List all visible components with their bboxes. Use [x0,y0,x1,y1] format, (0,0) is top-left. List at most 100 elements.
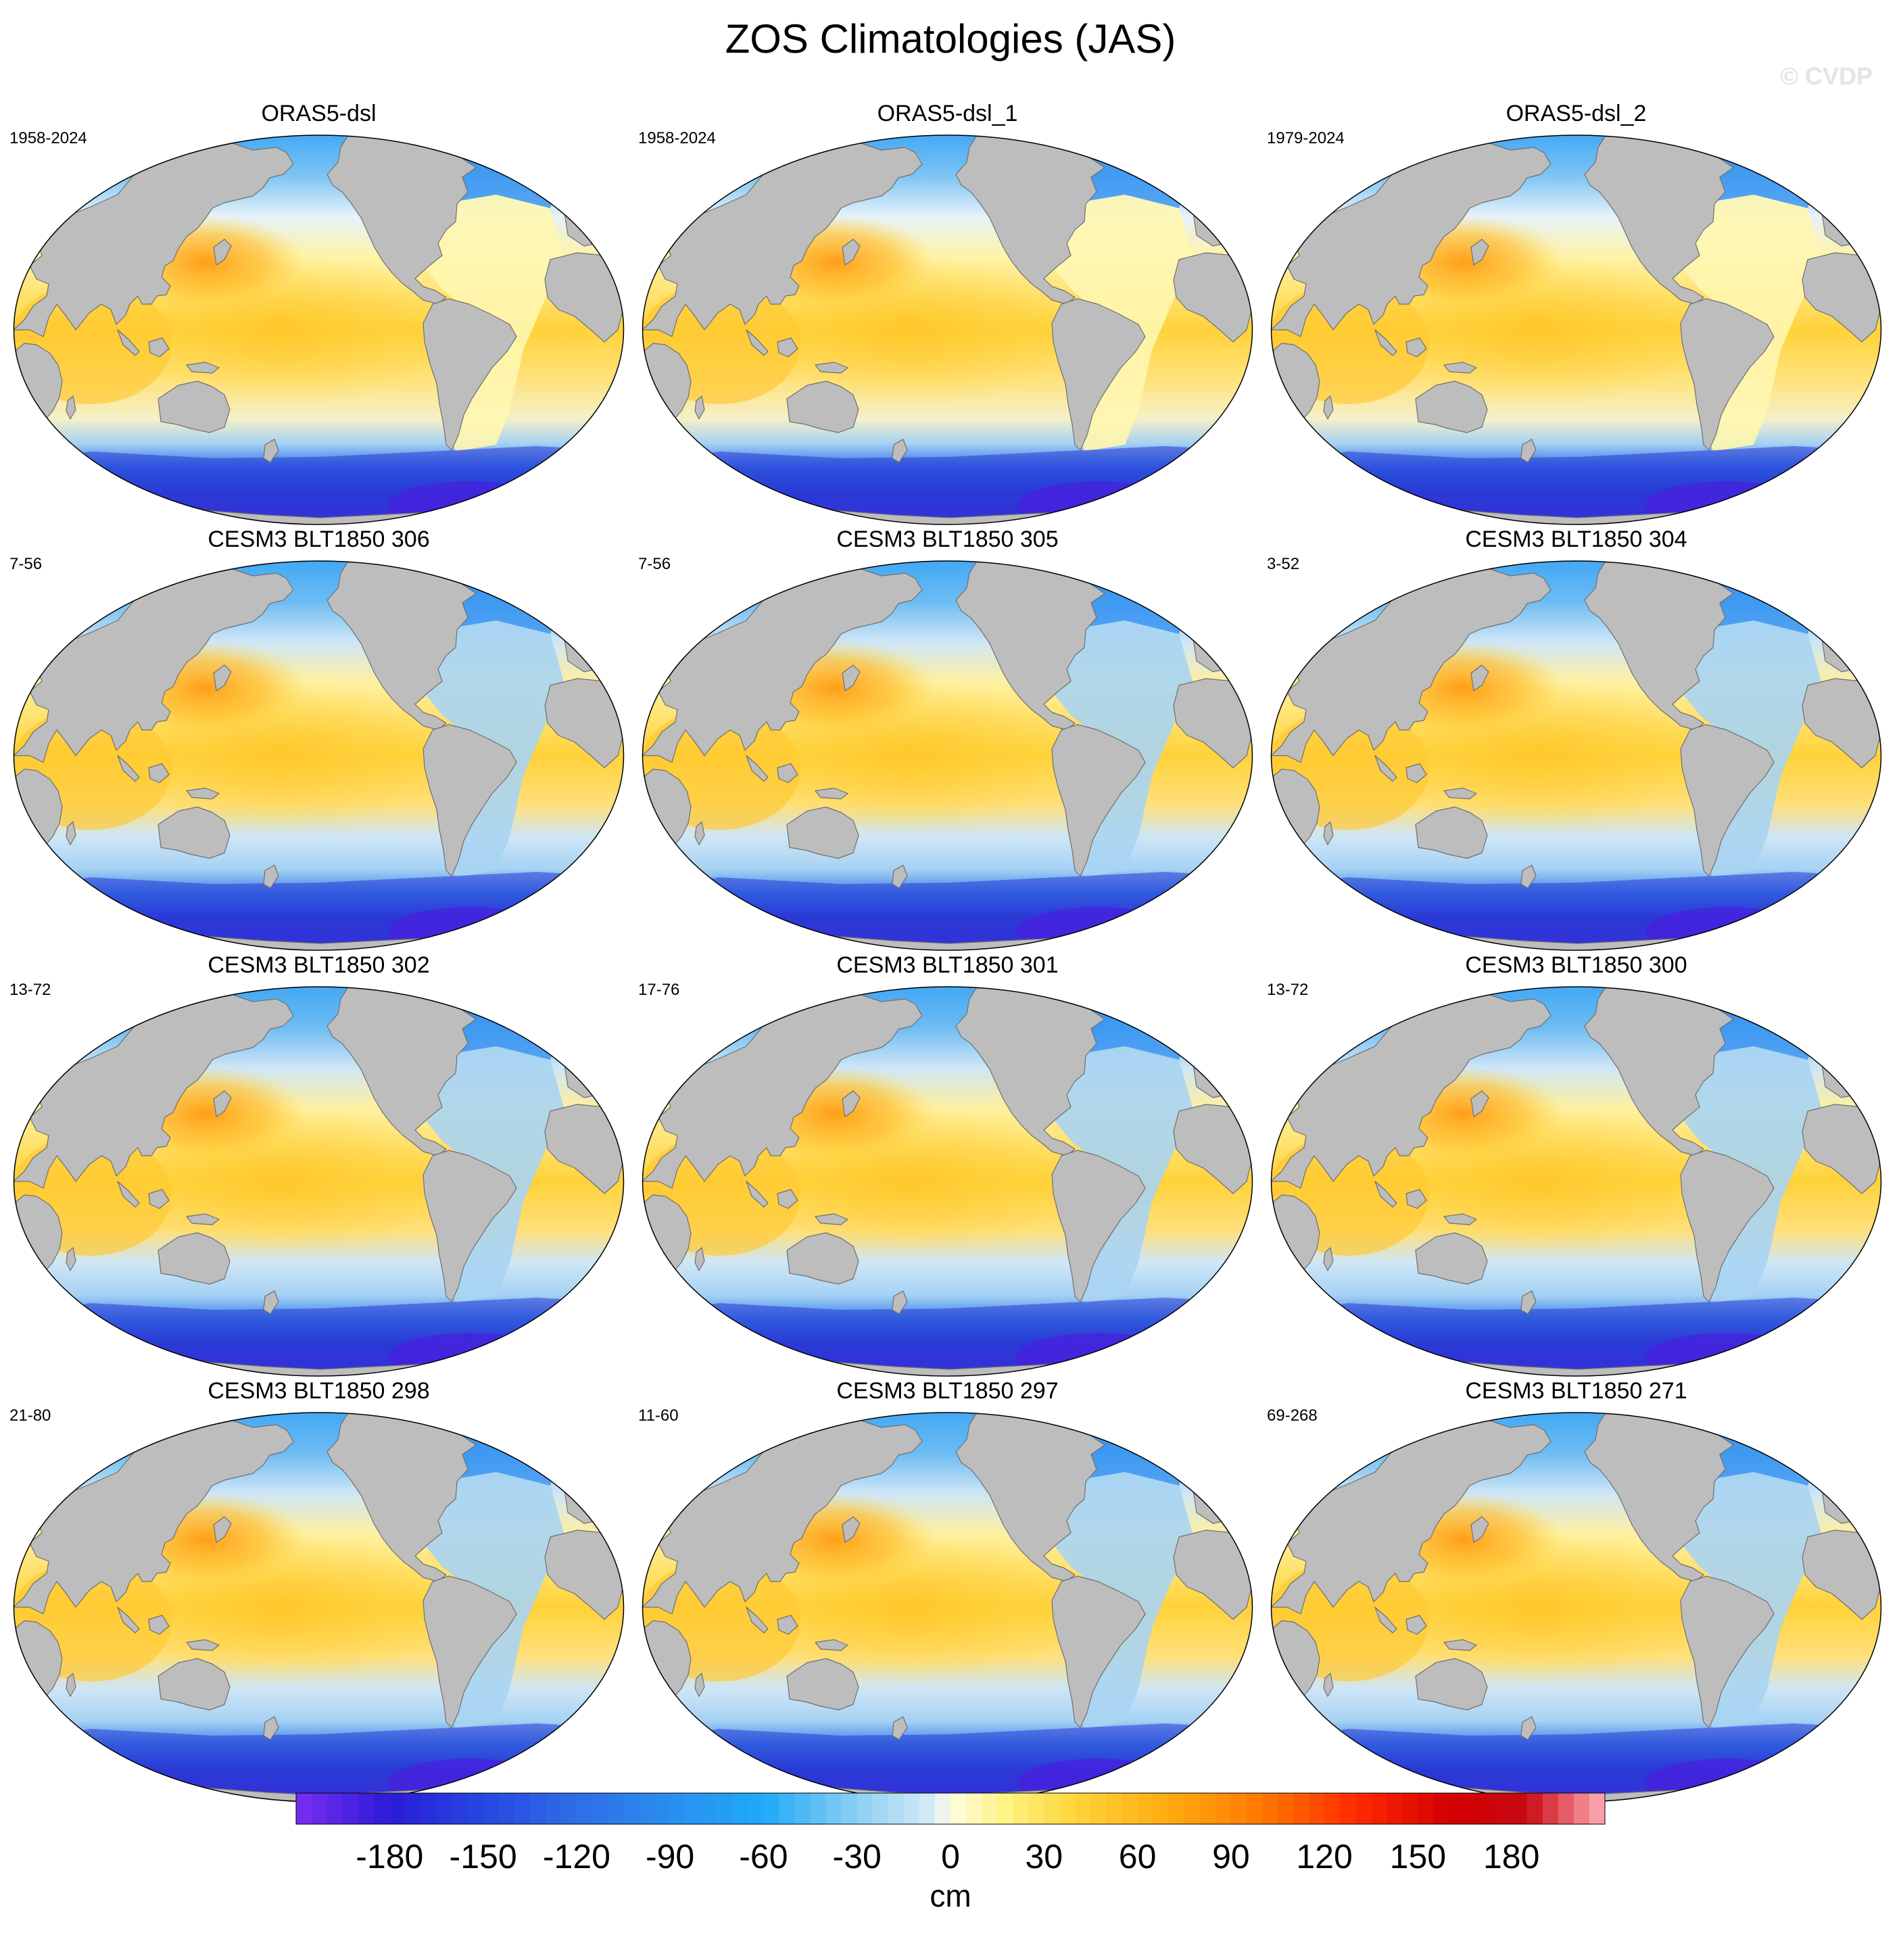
land-europe [1821,613,1879,672]
land-newguinea [186,787,220,800]
map-panel: CESM3 BLT1850 297 11-60 [638,1377,1257,1803]
panel-title: CESM3 BLT1850 300 [1465,952,1687,978]
panel-title: ORAS5-dsl_2 [1506,101,1647,126]
map-panel: ORAS5-dsl_2 1979-2024 [1267,100,1885,525]
land-southamerica [423,724,517,877]
colorbar-tick-label: 60 [1118,1838,1157,1876]
map-svg [642,986,1253,1377]
land-northamerica [327,560,477,731]
panel-years: 13-72 [1267,981,1309,999]
panel-years: 11-60 [638,1406,679,1425]
map-border [1270,986,1882,1377]
map-panel: CESM3 BLT1850 301 17-76 [638,952,1257,1377]
land-europe [563,187,622,247]
land-newguinea [1443,1213,1477,1225]
colorbar-tick-label: 120 [1296,1838,1353,1876]
map-panel: CESM3 BLT1850 306 7-56 [9,526,628,951]
land-northamerica [1584,1412,1734,1582]
land-australia [786,1658,859,1711]
map-svg [1270,134,1882,525]
land-southamerica [1680,1575,1775,1728]
antarctic-shelf-field [388,481,550,524]
land-madagascar [66,1247,76,1271]
land-southamerica [423,1150,517,1302]
land-japan [1470,1516,1489,1543]
land-europe [1821,1039,1879,1098]
land-madagascar [1323,821,1334,846]
land-newzealand [263,1716,279,1740]
map-svg [13,986,625,1377]
land-japan [213,1516,232,1543]
land-borneo [148,763,170,783]
land-newzealand [892,1716,908,1740]
land-borneo [777,1189,798,1209]
panel-years: 7-56 [9,555,43,573]
land-sumatra [117,329,140,356]
land-australia [786,381,859,433]
land-sumatra [1374,755,1397,782]
land-newguinea [815,787,848,800]
land-newguinea [186,362,220,374]
map-border [13,1412,625,1803]
land-madagascar [1323,395,1334,420]
land-newguinea [1443,1639,1477,1651]
land-sumatra [1374,329,1397,356]
map-svg [642,134,1253,525]
land-northamerica [955,986,1105,1156]
land-sumatra [746,755,769,782]
land-newzealand [263,439,279,463]
map-panel: CESM3 BLT1850 298 21-80 [9,1377,628,1803]
map-border [1270,1412,1882,1803]
panel-years: 69-268 [1267,1406,1318,1425]
land-northamerica [955,560,1105,731]
antarctic-shelf-field [1017,1759,1179,1802]
panel-years: 1958-2024 [638,129,716,147]
land-madagascar [694,821,705,846]
panel-title: ORAS5-dsl_1 [877,101,1018,126]
colorbar-tick-label: -120 [542,1838,610,1876]
land-sumatra [1374,1181,1397,1208]
map-svg [642,1412,1253,1803]
land-sumatra [746,1607,769,1634]
map-border [13,986,625,1377]
map-svg [13,560,625,951]
land-madagascar [66,1673,76,1697]
land-australia [1415,1658,1488,1711]
map-border [13,134,625,525]
land-australia [786,806,859,859]
land-madagascar [1323,1673,1334,1697]
land-japan [213,239,232,266]
land-europe [563,1039,622,1098]
land-northamerica [327,986,477,1156]
land-southamerica [1051,1575,1146,1728]
land-northamerica [327,134,477,305]
land-australia [1415,1232,1488,1285]
antarctic-shelf-field [1645,1333,1808,1376]
land-australia [158,381,231,433]
land-southamerica [423,298,517,451]
colorbar-tick-label: 30 [1025,1838,1063,1876]
figure-title: ZOS Climatologies (JAS) [725,16,1176,62]
land-japan [842,1090,861,1117]
watermark: © CVDP [1780,62,1873,90]
antarctic-shelf-field [388,907,550,950]
land-newzealand [892,439,908,463]
colorbar-tick-label: -30 [832,1838,882,1876]
map-panel: CESM3 BLT1850 304 3-52 [1267,526,1885,951]
land-japan [213,1090,232,1117]
land-japan [213,664,232,691]
land-newzealand [1520,1716,1537,1740]
panel-title: CESM3 BLT1850 271 [1465,1378,1687,1404]
land-borneo [777,337,798,358]
land-borneo [148,1615,170,1635]
land-borneo [1405,1189,1427,1209]
land-southamerica [1051,298,1146,451]
land-madagascar [66,821,76,846]
antarctic-shelf-field [1645,481,1808,524]
colorbar-tick-label: 90 [1212,1838,1250,1876]
land-southamerica [423,1575,517,1728]
land-southamerica [1680,298,1775,451]
land-europe [1192,187,1251,247]
panel-years: 1958-2024 [9,129,87,147]
panel-title: ORAS5-dsl [261,101,377,126]
